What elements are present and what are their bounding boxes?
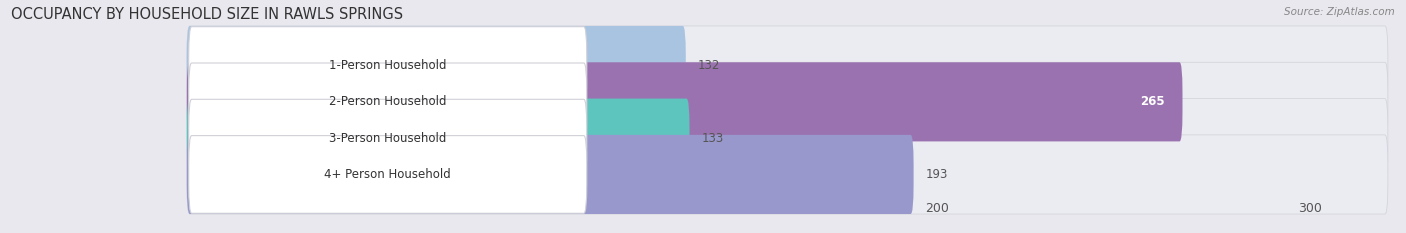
Text: 265: 265 [1140, 95, 1164, 108]
FancyBboxPatch shape [188, 99, 586, 177]
Text: 2-Person Household: 2-Person Household [329, 95, 447, 108]
FancyBboxPatch shape [187, 99, 689, 178]
Text: 133: 133 [702, 132, 724, 145]
Text: 132: 132 [697, 59, 720, 72]
FancyBboxPatch shape [188, 136, 586, 213]
Text: Source: ZipAtlas.com: Source: ZipAtlas.com [1284, 7, 1395, 17]
Text: 3-Person Household: 3-Person Household [329, 132, 447, 145]
FancyBboxPatch shape [187, 62, 1388, 141]
FancyBboxPatch shape [187, 26, 1388, 105]
Text: 1-Person Household: 1-Person Household [329, 59, 447, 72]
FancyBboxPatch shape [187, 135, 1388, 214]
FancyBboxPatch shape [187, 26, 686, 105]
Text: OCCUPANCY BY HOUSEHOLD SIZE IN RAWLS SPRINGS: OCCUPANCY BY HOUSEHOLD SIZE IN RAWLS SPR… [11, 7, 404, 22]
FancyBboxPatch shape [188, 63, 586, 141]
Text: 4+ Person Household: 4+ Person Household [325, 168, 451, 181]
FancyBboxPatch shape [187, 99, 1388, 178]
FancyBboxPatch shape [188, 27, 586, 104]
FancyBboxPatch shape [187, 135, 914, 214]
Text: 193: 193 [925, 168, 948, 181]
FancyBboxPatch shape [187, 62, 1182, 141]
